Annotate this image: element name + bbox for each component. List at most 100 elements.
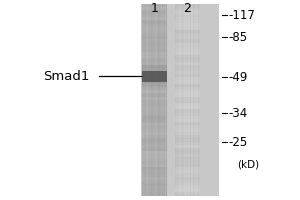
Bar bbox=[166, 4, 167, 196]
Bar bbox=[147, 4, 148, 196]
Bar bbox=[175, 145, 200, 148]
Bar bbox=[175, 26, 200, 30]
Text: -25: -25 bbox=[228, 136, 247, 149]
Bar bbox=[142, 173, 167, 177]
Bar bbox=[142, 26, 167, 30]
Bar bbox=[175, 116, 200, 119]
Bar bbox=[175, 77, 200, 81]
Bar bbox=[142, 36, 167, 39]
Bar bbox=[149, 4, 151, 196]
Bar bbox=[175, 81, 200, 84]
Bar bbox=[142, 109, 167, 113]
Bar bbox=[142, 192, 167, 196]
Bar bbox=[142, 170, 167, 174]
Bar bbox=[142, 42, 167, 46]
Bar bbox=[142, 135, 167, 139]
Bar bbox=[148, 4, 149, 196]
Bar bbox=[175, 177, 200, 180]
Bar bbox=[142, 71, 167, 82]
Bar bbox=[193, 4, 194, 196]
Bar bbox=[175, 17, 200, 20]
Bar bbox=[175, 93, 200, 97]
Bar bbox=[175, 154, 200, 158]
Bar bbox=[142, 177, 167, 180]
Bar bbox=[175, 141, 200, 145]
Bar bbox=[175, 71, 200, 75]
Bar bbox=[175, 55, 200, 59]
Text: 2: 2 bbox=[184, 2, 191, 15]
Bar bbox=[175, 119, 200, 123]
Bar bbox=[142, 77, 167, 81]
Bar bbox=[142, 103, 167, 107]
Bar bbox=[142, 7, 167, 11]
Bar bbox=[175, 46, 200, 49]
Bar bbox=[142, 119, 167, 123]
Bar bbox=[188, 4, 189, 196]
Bar bbox=[152, 4, 153, 196]
Bar bbox=[144, 4, 145, 196]
Text: -85: -85 bbox=[228, 31, 247, 44]
Bar bbox=[175, 65, 200, 68]
Bar bbox=[175, 62, 200, 65]
Bar bbox=[175, 106, 200, 110]
Bar bbox=[190, 4, 191, 196]
Bar bbox=[142, 93, 167, 97]
Bar bbox=[175, 183, 200, 186]
Bar bbox=[175, 109, 200, 113]
Bar bbox=[142, 148, 167, 151]
Bar bbox=[196, 4, 198, 196]
Bar bbox=[180, 4, 181, 196]
Bar bbox=[175, 100, 200, 103]
Bar bbox=[175, 4, 200, 8]
Bar bbox=[142, 141, 167, 145]
Bar bbox=[175, 192, 200, 196]
Bar bbox=[142, 68, 167, 71]
Bar bbox=[142, 46, 167, 49]
Bar bbox=[175, 74, 200, 78]
Bar bbox=[143, 4, 144, 196]
Bar bbox=[142, 154, 167, 158]
Bar bbox=[153, 4, 154, 196]
Bar bbox=[142, 129, 167, 132]
Bar bbox=[175, 189, 200, 193]
Bar bbox=[142, 189, 167, 193]
Bar bbox=[181, 4, 182, 196]
Bar bbox=[175, 129, 200, 132]
Bar bbox=[178, 4, 180, 196]
Bar bbox=[175, 58, 200, 62]
Bar bbox=[141, 4, 219, 196]
Bar bbox=[175, 10, 200, 14]
Bar bbox=[142, 161, 167, 164]
Bar bbox=[186, 4, 188, 196]
Text: 1: 1 bbox=[151, 2, 158, 15]
Bar bbox=[175, 4, 176, 196]
Bar bbox=[142, 14, 167, 17]
Bar bbox=[175, 186, 200, 190]
Bar bbox=[195, 4, 196, 196]
Bar bbox=[142, 145, 167, 148]
Bar bbox=[142, 55, 167, 59]
Bar bbox=[175, 148, 200, 151]
Bar bbox=[175, 113, 200, 116]
Bar bbox=[142, 4, 143, 196]
Bar bbox=[142, 52, 167, 55]
Bar bbox=[142, 90, 167, 94]
Bar bbox=[142, 74, 167, 78]
Bar bbox=[175, 36, 200, 39]
Text: -34: -34 bbox=[228, 107, 247, 120]
Bar bbox=[151, 4, 152, 196]
Bar bbox=[175, 84, 200, 87]
Bar bbox=[142, 167, 167, 170]
Bar bbox=[142, 33, 167, 36]
Bar bbox=[142, 84, 167, 87]
Bar bbox=[142, 180, 167, 183]
Bar bbox=[142, 71, 167, 75]
Bar bbox=[175, 90, 200, 94]
Bar bbox=[175, 173, 200, 177]
Bar bbox=[160, 4, 161, 196]
Bar bbox=[191, 4, 193, 196]
Bar bbox=[175, 14, 200, 17]
Bar bbox=[177, 4, 178, 196]
Bar bbox=[142, 186, 167, 190]
Bar bbox=[158, 4, 160, 196]
